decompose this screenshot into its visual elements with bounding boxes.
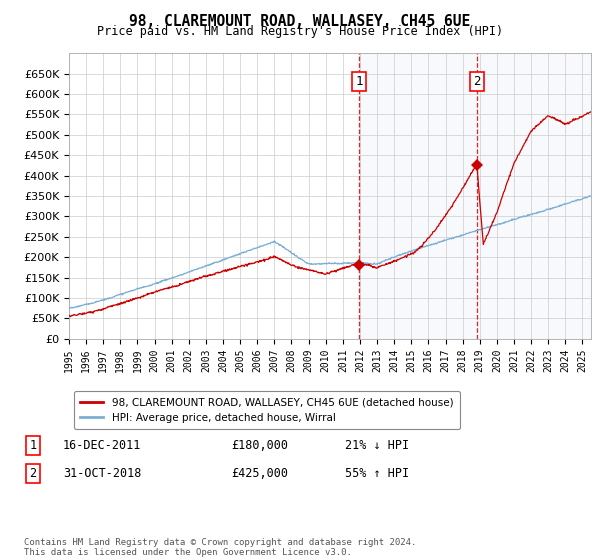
Text: 1: 1 (29, 438, 37, 452)
Text: 16-DEC-2011: 16-DEC-2011 (63, 438, 142, 452)
Text: £425,000: £425,000 (231, 466, 288, 480)
Bar (359, 53, 591, 339)
Text: 1: 1 (356, 75, 363, 88)
Text: 2: 2 (473, 75, 481, 88)
Text: 98, CLAREMOUNT ROAD, WALLASEY, CH45 6UE: 98, CLAREMOUNT ROAD, WALLASEY, CH45 6UE (130, 14, 470, 29)
Legend: 98, CLAREMOUNT ROAD, WALLASEY, CH45 6UE (detached house), HPI: Average price, de: 98, CLAREMOUNT ROAD, WALLASEY, CH45 6UE … (74, 391, 460, 429)
Text: Price paid vs. HM Land Registry's House Price Index (HPI): Price paid vs. HM Land Registry's House … (97, 25, 503, 38)
Text: 55% ↑ HPI: 55% ↑ HPI (345, 466, 409, 480)
Text: 21% ↓ HPI: 21% ↓ HPI (345, 438, 409, 452)
Text: £180,000: £180,000 (231, 438, 288, 452)
Text: Contains HM Land Registry data © Crown copyright and database right 2024.
This d: Contains HM Land Registry data © Crown c… (24, 538, 416, 557)
Text: 31-OCT-2018: 31-OCT-2018 (63, 466, 142, 480)
Text: 2: 2 (29, 466, 37, 480)
